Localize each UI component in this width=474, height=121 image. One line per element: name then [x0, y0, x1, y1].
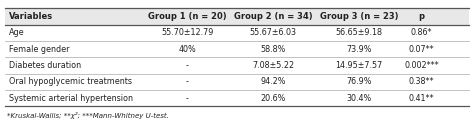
- Bar: [5, 57, 469, 74]
- Text: 58.8%: 58.8%: [260, 45, 286, 54]
- Text: p: p: [419, 12, 425, 21]
- Text: Oral hypoglycemic treatments: Oral hypoglycemic treatments: [9, 77, 131, 87]
- Text: -: -: [186, 61, 189, 70]
- Text: Variables: Variables: [9, 12, 53, 21]
- Text: Group 2 (n = 34): Group 2 (n = 34): [234, 12, 312, 21]
- Text: 40%: 40%: [178, 45, 196, 54]
- Text: 30.4%: 30.4%: [346, 94, 372, 103]
- Text: 20.6%: 20.6%: [260, 94, 286, 103]
- Text: 0.86*: 0.86*: [411, 28, 432, 38]
- Bar: [5, 90, 469, 106]
- Text: -: -: [186, 77, 189, 87]
- Text: 0.41**: 0.41**: [409, 94, 434, 103]
- Text: 56.65±9.18: 56.65±9.18: [336, 28, 383, 38]
- Text: Group 1 (n = 20): Group 1 (n = 20): [148, 12, 227, 21]
- Text: 94.2%: 94.2%: [260, 77, 286, 87]
- Text: 14.95±7.57: 14.95±7.57: [335, 61, 383, 70]
- Text: Age: Age: [9, 28, 24, 38]
- Bar: [5, 74, 469, 90]
- Text: 76.9%: 76.9%: [346, 77, 372, 87]
- Text: 73.9%: 73.9%: [346, 45, 372, 54]
- Bar: [5, 25, 469, 41]
- Bar: [5, 41, 469, 57]
- Text: Systemic arterial hypertension: Systemic arterial hypertension: [9, 94, 133, 103]
- Text: 0.38**: 0.38**: [409, 77, 434, 87]
- Text: Group 3 (n = 23): Group 3 (n = 23): [319, 12, 398, 21]
- Text: 0.07**: 0.07**: [409, 45, 435, 54]
- Text: 55.70±12.79: 55.70±12.79: [161, 28, 213, 38]
- Text: Diabetes duration: Diabetes duration: [9, 61, 81, 70]
- Text: -: -: [186, 94, 189, 103]
- Text: 0.002***: 0.002***: [404, 61, 439, 70]
- Text: 55.67±6.03: 55.67±6.03: [249, 28, 297, 38]
- Bar: [5, 8, 469, 25]
- Text: *Kruskal-Wallis; **χ²; ***Mann-Whitney U-test.: *Kruskal-Wallis; **χ²; ***Mann-Whitney U…: [7, 112, 169, 119]
- Text: 7.08±5.22: 7.08±5.22: [252, 61, 294, 70]
- Text: Female gender: Female gender: [9, 45, 69, 54]
